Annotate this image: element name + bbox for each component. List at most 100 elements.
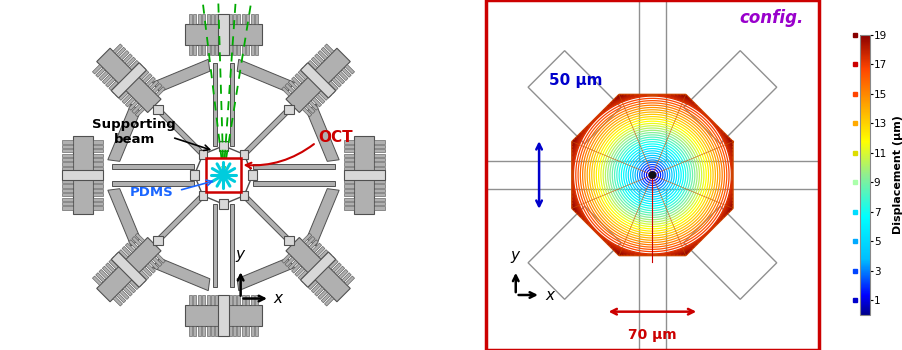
Polygon shape bbox=[202, 295, 205, 306]
Polygon shape bbox=[304, 64, 314, 73]
Bar bbox=[189, 170, 198, 180]
Polygon shape bbox=[312, 243, 321, 252]
Polygon shape bbox=[335, 266, 345, 275]
Text: $x$: $x$ bbox=[544, 287, 556, 302]
Polygon shape bbox=[233, 44, 235, 55]
Polygon shape bbox=[96, 273, 105, 282]
Polygon shape bbox=[242, 326, 244, 336]
Polygon shape bbox=[62, 206, 72, 210]
Polygon shape bbox=[113, 44, 123, 54]
Polygon shape bbox=[343, 202, 354, 205]
Polygon shape bbox=[215, 295, 218, 306]
Polygon shape bbox=[250, 295, 253, 306]
Polygon shape bbox=[253, 164, 335, 169]
Polygon shape bbox=[149, 260, 159, 270]
Polygon shape bbox=[198, 44, 200, 55]
Polygon shape bbox=[343, 171, 354, 174]
Polygon shape bbox=[250, 44, 253, 55]
Polygon shape bbox=[528, 51, 621, 144]
Polygon shape bbox=[374, 167, 384, 170]
Y-axis label: Displacement (μm): Displacement (μm) bbox=[891, 116, 902, 234]
Polygon shape bbox=[286, 48, 350, 112]
Polygon shape bbox=[62, 184, 72, 188]
Polygon shape bbox=[116, 293, 125, 303]
Polygon shape bbox=[374, 145, 384, 148]
Text: Supporting
beam: Supporting beam bbox=[92, 118, 176, 146]
Polygon shape bbox=[207, 326, 209, 336]
Polygon shape bbox=[305, 104, 315, 113]
Polygon shape bbox=[318, 91, 327, 100]
Polygon shape bbox=[343, 145, 354, 148]
Polygon shape bbox=[215, 44, 218, 55]
Polygon shape bbox=[324, 296, 334, 306]
Polygon shape bbox=[229, 63, 235, 146]
Polygon shape bbox=[250, 326, 253, 336]
Polygon shape bbox=[237, 14, 240, 24]
Polygon shape bbox=[300, 63, 336, 98]
Polygon shape bbox=[215, 326, 218, 336]
Polygon shape bbox=[228, 44, 232, 55]
Polygon shape bbox=[298, 270, 308, 280]
Polygon shape bbox=[288, 80, 298, 90]
Polygon shape bbox=[62, 180, 72, 183]
Polygon shape bbox=[242, 44, 244, 55]
Polygon shape bbox=[126, 57, 135, 66]
Polygon shape bbox=[343, 198, 354, 201]
Polygon shape bbox=[343, 206, 354, 210]
Polygon shape bbox=[135, 107, 144, 117]
Polygon shape bbox=[93, 184, 104, 188]
Polygon shape bbox=[212, 63, 217, 146]
Polygon shape bbox=[374, 149, 384, 152]
Polygon shape bbox=[62, 171, 72, 174]
Polygon shape bbox=[115, 88, 124, 97]
Polygon shape bbox=[304, 277, 314, 286]
Polygon shape bbox=[318, 50, 327, 60]
Polygon shape bbox=[132, 104, 142, 113]
Polygon shape bbox=[288, 260, 298, 270]
Polygon shape bbox=[332, 263, 341, 272]
Polygon shape bbox=[242, 194, 290, 242]
Polygon shape bbox=[242, 14, 244, 24]
Polygon shape bbox=[228, 295, 232, 306]
Polygon shape bbox=[224, 44, 227, 55]
Polygon shape bbox=[62, 154, 72, 157]
Polygon shape bbox=[129, 61, 139, 70]
Polygon shape bbox=[298, 70, 308, 80]
Bar bbox=[218, 199, 228, 209]
Polygon shape bbox=[92, 276, 102, 286]
Polygon shape bbox=[189, 14, 192, 24]
Polygon shape bbox=[211, 326, 214, 336]
Polygon shape bbox=[156, 254, 165, 263]
Polygon shape bbox=[189, 295, 192, 306]
Polygon shape bbox=[228, 14, 232, 24]
Polygon shape bbox=[102, 75, 112, 84]
Polygon shape bbox=[93, 180, 104, 183]
Polygon shape bbox=[302, 107, 311, 117]
Polygon shape bbox=[233, 14, 235, 24]
Polygon shape bbox=[136, 67, 145, 76]
Polygon shape bbox=[218, 295, 228, 336]
Polygon shape bbox=[152, 83, 161, 93]
Polygon shape bbox=[128, 240, 138, 249]
Polygon shape bbox=[207, 44, 209, 55]
Bar bbox=[198, 150, 207, 159]
Polygon shape bbox=[308, 280, 318, 289]
Polygon shape bbox=[301, 67, 310, 76]
Polygon shape bbox=[93, 189, 104, 192]
Polygon shape bbox=[93, 198, 104, 201]
Bar bbox=[248, 170, 257, 180]
Polygon shape bbox=[139, 270, 149, 280]
Polygon shape bbox=[111, 63, 146, 98]
Polygon shape bbox=[72, 136, 93, 214]
Polygon shape bbox=[528, 206, 621, 299]
Polygon shape bbox=[93, 149, 104, 152]
Polygon shape bbox=[93, 167, 104, 170]
Polygon shape bbox=[229, 204, 235, 287]
Bar bbox=[198, 191, 207, 200]
Polygon shape bbox=[93, 176, 104, 179]
Polygon shape bbox=[219, 44, 223, 55]
Text: $y$: $y$ bbox=[510, 249, 521, 265]
Polygon shape bbox=[374, 184, 384, 188]
Polygon shape bbox=[343, 170, 384, 180]
Polygon shape bbox=[291, 264, 300, 273]
